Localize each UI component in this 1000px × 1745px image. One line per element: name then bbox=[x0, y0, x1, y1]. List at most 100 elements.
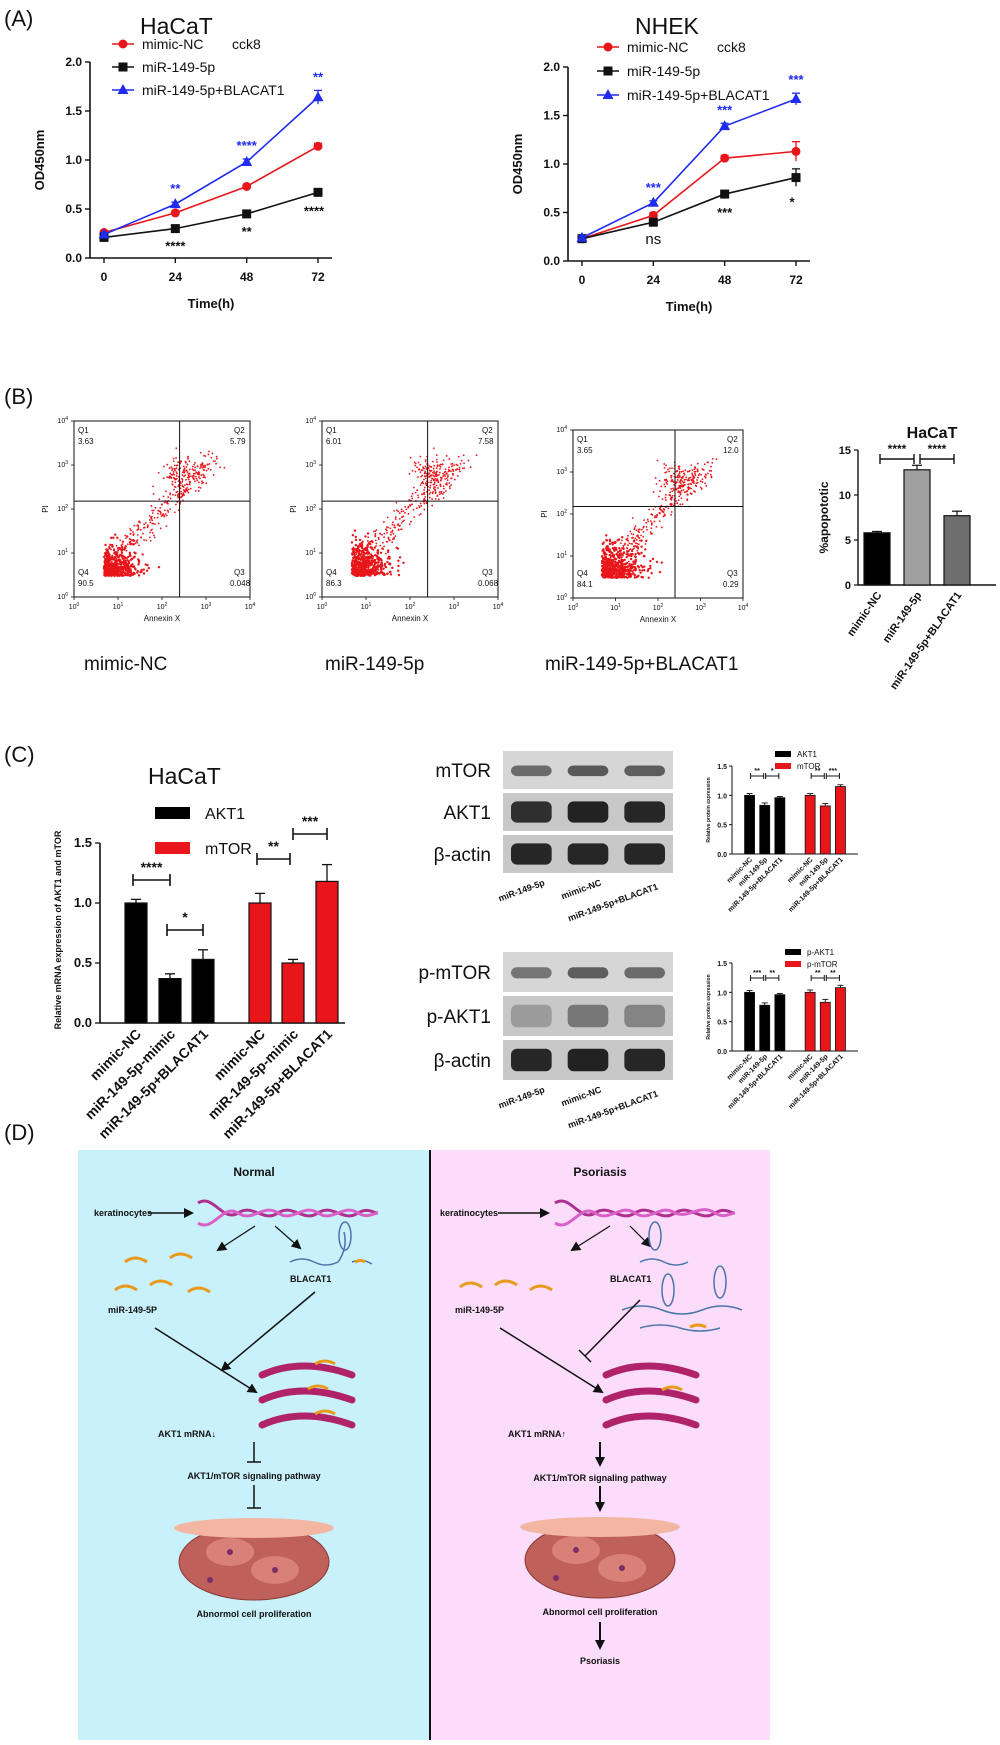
event-dot bbox=[361, 540, 364, 543]
event-dot bbox=[679, 490, 681, 493]
event-dot bbox=[200, 465, 202, 468]
data-point bbox=[647, 196, 659, 207]
normal-mir-label: miR-149-5P bbox=[108, 1305, 157, 1315]
event-dot bbox=[131, 572, 135, 576]
series-line bbox=[581, 176, 797, 240]
event-dot bbox=[116, 536, 119, 540]
event-dot bbox=[410, 495, 413, 498]
event-dot bbox=[165, 525, 168, 528]
event-dot bbox=[181, 484, 184, 487]
event-dot bbox=[362, 556, 365, 558]
event-dot bbox=[393, 509, 396, 512]
event-dot bbox=[600, 561, 604, 565]
event-dot bbox=[145, 539, 148, 542]
y-tick-label: 100 bbox=[305, 592, 316, 601]
event-dot bbox=[428, 465, 431, 467]
event-dot bbox=[371, 572, 374, 575]
event-dot bbox=[120, 549, 123, 552]
event-dot bbox=[615, 572, 618, 575]
significance-label: ** bbox=[815, 768, 821, 775]
data-point bbox=[170, 224, 180, 234]
event-dot bbox=[367, 569, 371, 572]
event-dot bbox=[450, 463, 453, 465]
significance-label: *** bbox=[302, 813, 319, 829]
x-tick-label: 72 bbox=[789, 273, 803, 287]
event-dots bbox=[102, 447, 226, 578]
event-dot bbox=[417, 476, 419, 478]
blot-row-label: p-mTOR bbox=[419, 963, 491, 984]
data-point bbox=[648, 217, 658, 227]
event-dot bbox=[190, 475, 192, 478]
x-tick-label: 101 bbox=[610, 603, 621, 612]
event-dot bbox=[219, 466, 222, 469]
event-dot bbox=[637, 574, 640, 578]
event-dot bbox=[626, 537, 629, 540]
significance-bracket bbox=[810, 773, 825, 779]
event-dot bbox=[172, 460, 175, 463]
event-dot bbox=[448, 466, 450, 469]
event-dot bbox=[115, 562, 118, 566]
event-dot bbox=[354, 543, 358, 547]
event-dot bbox=[202, 481, 205, 484]
event-dot bbox=[358, 548, 361, 551]
event-dot bbox=[135, 540, 138, 543]
tick-base: 10 bbox=[361, 604, 369, 611]
event-dot bbox=[436, 461, 438, 464]
event-dot bbox=[402, 515, 405, 518]
event-dot bbox=[362, 553, 365, 557]
legend-marker bbox=[118, 39, 128, 49]
plot-frame bbox=[73, 420, 251, 598]
x-tick-label: 104 bbox=[493, 602, 504, 611]
event-dot bbox=[121, 540, 125, 543]
event-dot bbox=[359, 574, 362, 577]
event-dot bbox=[117, 568, 121, 571]
panel-label-d: (D) bbox=[4, 1120, 35, 1145]
tick-base: 10 bbox=[568, 605, 576, 612]
event-dot bbox=[690, 464, 693, 467]
event-dot bbox=[387, 555, 390, 558]
event-dot bbox=[633, 540, 635, 543]
event-dot bbox=[693, 470, 696, 473]
event-dot bbox=[157, 512, 159, 515]
event-dot bbox=[146, 524, 149, 527]
y-tick-label: 1.0 bbox=[717, 990, 727, 997]
event-dot bbox=[392, 532, 395, 535]
event-dot bbox=[400, 521, 403, 524]
event-dot bbox=[191, 465, 194, 468]
blot-band bbox=[624, 765, 665, 777]
event-dot bbox=[180, 492, 183, 495]
event-dot bbox=[132, 531, 134, 533]
event-dot bbox=[364, 558, 366, 561]
event-dot bbox=[134, 568, 137, 571]
normal-mirna-icon bbox=[114, 1252, 211, 1294]
event-dot bbox=[355, 550, 359, 553]
quadrant-percent: 3.63 bbox=[78, 437, 94, 446]
event-dot bbox=[453, 464, 456, 467]
bar-p-mtor-mimic-nc bbox=[804, 991, 816, 1052]
event-dot bbox=[187, 491, 190, 494]
event-dot bbox=[620, 549, 622, 552]
data-point bbox=[719, 120, 731, 131]
event-dot bbox=[629, 557, 633, 561]
event-dot bbox=[412, 486, 415, 489]
event-dot bbox=[181, 479, 184, 481]
event-dot bbox=[402, 520, 404, 523]
event-dot bbox=[197, 486, 200, 489]
event-dot bbox=[186, 489, 188, 492]
event-dot bbox=[115, 544, 118, 547]
event-dot bbox=[103, 555, 106, 559]
event-dot bbox=[628, 564, 631, 567]
event-dot bbox=[688, 470, 691, 473]
y-axis-label: %apopototic bbox=[817, 481, 831, 553]
event-dot bbox=[670, 488, 673, 490]
event-dot bbox=[136, 529, 139, 531]
event-dot bbox=[194, 475, 197, 478]
event-dot bbox=[369, 557, 372, 560]
event-dot bbox=[376, 549, 379, 552]
event-dot bbox=[383, 532, 386, 535]
event-dot bbox=[686, 493, 689, 496]
event-dot bbox=[618, 564, 621, 567]
significance-label: ** bbox=[770, 970, 776, 977]
legend-label: mTOR bbox=[205, 841, 252, 858]
event-dot bbox=[200, 463, 203, 466]
